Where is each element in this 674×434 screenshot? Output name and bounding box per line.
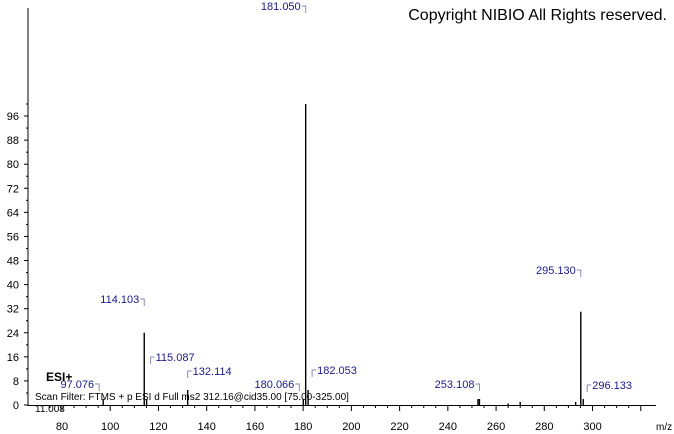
peak-label-connector xyxy=(301,5,307,13)
x-tick-label: 80 xyxy=(56,421,68,433)
y-tick-label: 88 xyxy=(7,135,19,147)
x-tick-label: 140 xyxy=(198,421,216,433)
peak-label-connector xyxy=(95,383,100,391)
y-axis-ticks: 0 8 16 24 32 40 48 56 64 72 80 88 96 xyxy=(7,103,28,412)
copyright-notice: Copyright NIBIO All Rights reserved. xyxy=(408,7,667,24)
peak-label: 97.076 xyxy=(61,379,95,391)
x-tick-label: 180 xyxy=(294,421,312,433)
peak-label: 114.103 xyxy=(100,294,139,306)
peak-label-connector xyxy=(140,298,145,306)
y-tick-label: 56 xyxy=(7,231,19,243)
x-tick-label: 260 xyxy=(487,421,505,433)
x-tick-label: 300 xyxy=(583,421,601,433)
y-tick-label: 80 xyxy=(7,159,19,171)
peak-label: 253.108 xyxy=(435,379,475,391)
y-tick-label: 24 xyxy=(7,328,19,340)
x-tick-label: 100 xyxy=(101,421,119,433)
x-tick-label: 280 xyxy=(535,421,553,433)
x-axis-ticks: 80 100 120 140 160 180 200 220 240 260 280 300 xyxy=(49,405,642,433)
peak-label-connector xyxy=(150,356,155,364)
peak-label-connector xyxy=(475,383,480,391)
peak-label: 115.087 xyxy=(156,352,195,364)
y-tick-label: 0 xyxy=(13,400,19,412)
y-tick-label: 40 xyxy=(7,280,19,292)
peak-label-connector xyxy=(295,383,300,391)
y-tick-label: 48 xyxy=(7,256,19,268)
peak-label: 132.114 xyxy=(193,366,232,378)
x-tick-label: 160 xyxy=(246,421,264,433)
peak-label-connector xyxy=(311,369,317,377)
x-tick-label: 240 xyxy=(439,421,457,433)
x-tick-label: 200 xyxy=(342,421,360,433)
y-tick-label: 16 xyxy=(7,352,19,364)
y-tick-label: 96 xyxy=(7,111,19,123)
y-tick-label: 72 xyxy=(7,183,19,195)
x-unit-label: m/z xyxy=(656,422,672,433)
peaks xyxy=(102,104,584,405)
peak-labels: 97.076 114.103 115.087 132.114 180.066 181.05… xyxy=(61,1,632,392)
x-tick-label: 220 xyxy=(390,421,408,433)
y-tick-label: 64 xyxy=(7,207,19,219)
peak-label: 180.066 xyxy=(255,379,295,391)
peak-label-connector xyxy=(576,269,582,277)
peak-label-connector xyxy=(187,370,192,378)
peak-label: 182.053 xyxy=(317,365,357,377)
peak-label-connector xyxy=(586,384,592,392)
min-value-label: 11.008 xyxy=(35,404,65,415)
ionization-label: ESI+ xyxy=(46,370,72,384)
x-tick-label: 120 xyxy=(149,421,167,433)
peak-label: 295.130 xyxy=(536,265,576,277)
scan-filter-text: Scan Filter: FTMS + p ESI d Full ms2 312… xyxy=(35,392,349,403)
axes xyxy=(27,8,656,406)
peak-label: 296.133 xyxy=(592,380,632,392)
y-tick-label: 32 xyxy=(7,304,19,316)
peak-label: 181.050 xyxy=(261,1,301,13)
y-tick-label: 8 xyxy=(13,376,19,388)
